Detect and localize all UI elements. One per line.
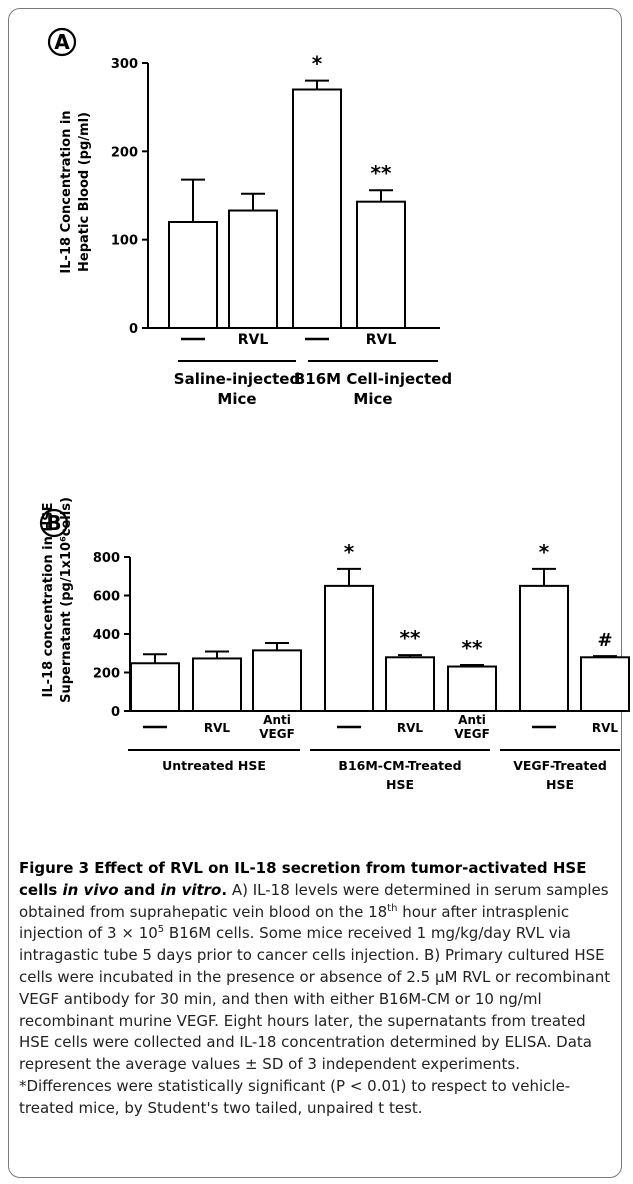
panel-a-significance-mark: ** xyxy=(371,161,392,185)
panel-b-ytick-label: 400 xyxy=(93,628,120,643)
panel-a-group-label-line2: Mice xyxy=(217,390,256,408)
panel-b-label: B xyxy=(46,511,61,535)
panel-b-group-label: Untreated HSE xyxy=(162,758,266,773)
panel-a-ytick-label: 0 xyxy=(129,322,138,337)
panel-b-significance-mark: * xyxy=(539,540,550,564)
caption-body: A) IL-18 levels were determined in serum… xyxy=(19,880,611,1117)
panel-b-significance-mark: ** xyxy=(400,626,421,650)
panel-a-group-label: Saline-injected xyxy=(174,370,300,388)
panel-b-significance-mark: * xyxy=(344,540,355,564)
panel-b-category-label: VEGF xyxy=(454,727,490,741)
panel-b-category-label: Anti xyxy=(263,713,291,727)
panel-a-bar xyxy=(168,221,218,329)
panel-a-bar xyxy=(292,88,342,329)
panel-a-ytick-label: 200 xyxy=(111,145,138,160)
panel-b-category-label: VEGF xyxy=(259,727,295,741)
figure-caption: Figure 3 Effect of RVL on IL-18 secretio… xyxy=(19,858,617,1120)
panel-a-category-label: RVL xyxy=(366,332,397,348)
panel-b-category-label: RVL xyxy=(397,721,424,735)
panel-b-ytick-label: 0 xyxy=(111,705,120,720)
panel-b-bar xyxy=(252,649,302,712)
panel-b-bar xyxy=(192,657,242,713)
panel-b-bar xyxy=(385,656,435,712)
panel-b-group-label-line2: HSE xyxy=(546,777,574,792)
panel-a-ytick-label: 100 xyxy=(111,234,138,249)
panel-b-group-label-line2: HSE xyxy=(386,777,414,792)
panel-b-bar xyxy=(519,584,569,712)
panel-b-significance-mark: # xyxy=(597,630,612,651)
panel-b-bar xyxy=(130,662,180,713)
panel-a-ylabel-line1: IL-18 Concentration in xyxy=(59,110,74,273)
panel-b-ytick-label: 600 xyxy=(93,590,120,605)
figure-frame xyxy=(8,8,622,1178)
panel-b-group-label: VEGF-Treated xyxy=(513,758,607,773)
panel-b-ytick-label: 800 xyxy=(93,551,120,566)
panel-a-ytick-label: 300 xyxy=(111,57,138,72)
panel-b-ylabel-line1: IL-18 concentration in HSE xyxy=(41,503,56,698)
panel-b-bar xyxy=(324,584,374,712)
panel-a-ylabel-line2: Hepatic Blood (pg/ml) xyxy=(77,112,92,272)
panel-b-bar xyxy=(447,665,497,712)
panel-b-category-label: Anti xyxy=(458,713,486,727)
panel-a-significance-mark: * xyxy=(312,52,323,76)
panel-a-bar xyxy=(228,209,278,329)
panel-b-bar xyxy=(580,656,630,712)
panel-a-group-label: B16M Cell-injected xyxy=(294,370,452,388)
panel-a-label: A xyxy=(54,30,70,54)
panel-b-ylabel-line2: Supernatant (pg/1x10⁶cells) xyxy=(59,497,74,703)
panel-a-bar xyxy=(356,200,406,329)
panel-b-group-label: B16M-CM-Treated xyxy=(338,758,461,773)
panel-b-ytick-label: 200 xyxy=(93,667,120,682)
caption-title: Figure 3 Effect of RVL on IL-18 secretio… xyxy=(19,859,587,899)
panel-b-category-label: RVL xyxy=(204,721,231,735)
panel-b-label-circle xyxy=(39,508,69,538)
figure-canvas: A IL-18 Concentration in Hepatic Blood (pg… xyxy=(39,27,630,792)
panel-a-group-label-line2: Mice xyxy=(353,390,392,408)
panel-b-significance-mark: ** xyxy=(462,636,483,660)
panel-a-label-circle xyxy=(47,27,77,57)
panel-a-category-label: RVL xyxy=(238,332,269,348)
panel-b-category-label: RVL xyxy=(592,721,619,735)
